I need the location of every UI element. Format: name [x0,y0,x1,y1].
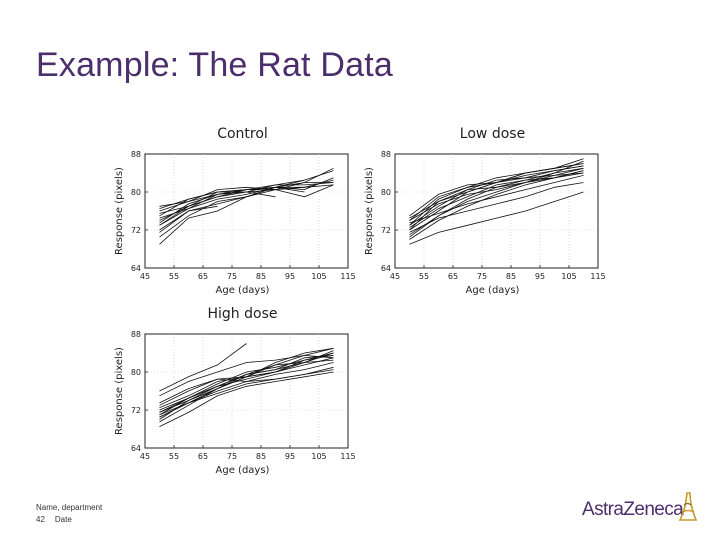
y-axis-label: Response (pixels) [364,167,375,255]
footer-name-department: Name, department [36,503,103,512]
x-axis-label: Age (days) [216,285,270,296]
series-line [159,355,334,416]
x-tick-label: 65 [198,452,208,461]
logo-text: AstraZeneca [582,499,684,520]
x-tick-label: 85 [256,452,266,461]
x-tick-label: 105 [311,452,326,461]
x-tick-label: 45 [140,272,150,281]
x-axis-label: Age (days) [216,465,270,476]
x-tick-label: 85 [506,272,516,281]
y-tick-label: 80 [131,188,141,197]
y-tick-label: 88 [381,150,391,159]
series-line [159,184,334,238]
plot-frame [144,153,349,269]
y-tick-label: 80 [381,188,391,197]
x-tick-label: 55 [419,272,429,281]
series-line [409,165,584,221]
y-tick-label: 64 [381,264,391,273]
y-tick-label: 64 [131,264,141,273]
chart-panel-high-dose: High dose 45 55 65 75 85 95 105 115 64 72 80 88 Age (… [100,298,355,478]
x-tick-label: 65 [448,272,458,281]
footer: Name, department 42 Date [36,502,102,526]
y-tick-label: 72 [131,226,141,235]
x-tick-label: 95 [285,272,295,281]
high-dose-chart: High dose 45 55 65 75 85 95 105 115 64 72 80 88 Age (… [114,306,355,476]
y-axis-label: Response (pixels) [114,167,125,255]
x-axis-label: Age (days) [466,285,520,296]
x-tick-label: 95 [535,272,545,281]
chart-title: High dose [208,306,278,322]
page-number: 42 [36,515,45,524]
x-tick-label: 45 [140,452,150,461]
footer-date: Date [54,515,72,524]
x-tick-label: 45 [390,272,400,281]
series-line [409,175,584,224]
plot-frame [394,153,599,269]
x-tick-label: 75 [227,272,237,281]
y-tick-label: 88 [131,330,141,339]
x-tick-label: 75 [227,452,237,461]
x-tick-label: 115 [340,452,355,461]
y-tick-label: 64 [131,444,141,453]
x-tick-label: 105 [561,272,576,281]
series-line [409,191,584,245]
series-line [159,182,334,226]
x-tick-label: 65 [198,272,208,281]
x-tick-label: 55 [169,452,179,461]
series-line [159,184,334,245]
x-tick-label: 115 [340,272,355,281]
y-tick-label: 72 [131,406,141,415]
series-line [159,366,334,404]
series-line [409,170,584,240]
chart-title: Control [217,126,268,142]
chart-panel-control: Control 45 55 65 75 85 95 105 115 64 72 80 88 Age (da… [100,118,355,298]
y-tick-label: 80 [131,368,141,377]
series-line [159,205,218,233]
plot-frame [144,333,349,449]
series-line [159,354,334,397]
astrazeneca-logo: AstraZeneca [582,490,700,524]
x-tick-label: 75 [477,272,487,281]
series-line [409,158,584,226]
footer-row: 42 Date [36,514,102,526]
chart-panel-low-dose: Low dose 45 55 65 75 85 95 105 115 64 72 80 88 Age (d… [350,118,605,298]
x-tick-label: 55 [169,272,179,281]
series-line [159,343,247,392]
low-dose-chart: Low dose 45 55 65 75 85 95 105 115 64 72 80 88 Age (d… [364,126,605,296]
slide-title: Example: The Rat Data [36,46,393,84]
x-tick-label: 115 [590,272,605,281]
chart-title: Low dose [460,126,525,142]
x-tick-label: 85 [256,272,266,281]
x-tick-label: 105 [311,272,326,281]
series-line [409,182,584,233]
series-line [159,352,334,413]
y-axis-label: Response (pixels) [114,347,125,435]
series-line [159,170,334,219]
y-tick-label: 88 [131,150,141,159]
series-line [159,371,334,427]
x-tick-label: 95 [285,452,295,461]
series-line [409,170,584,238]
series-line [409,165,584,231]
control-chart: Control 45 55 65 75 85 95 105 115 64 72 80 88 Age (da… [114,126,355,296]
series-line [409,160,584,221]
y-tick-label: 72 [381,226,391,235]
astrazeneca-symbol-icon [678,492,698,521]
